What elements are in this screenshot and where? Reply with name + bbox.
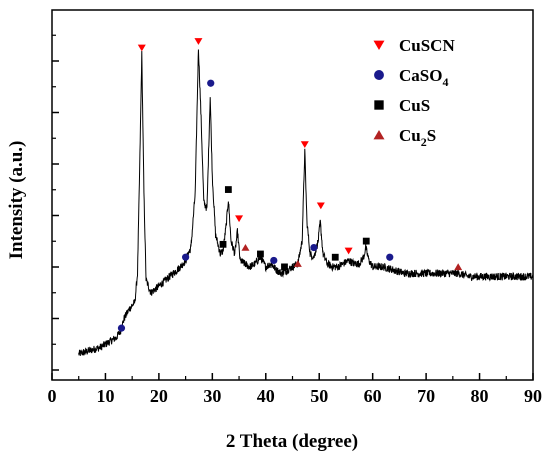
phase-marker-cus (257, 250, 264, 258)
phase-marker-cuscn (300, 141, 309, 149)
x-tick-label: 70 (417, 386, 435, 406)
axis-layer: 0 10 20 30 40 50 60 70 80 90 (48, 9, 542, 406)
phase-marker-caso4 (386, 253, 394, 261)
phase-marker-caso4 (207, 79, 215, 87)
legend-marker-cuscn (373, 40, 385, 50)
legend-label-caso4: CaSO4 (399, 66, 448, 89)
x-tick-label: 60 (364, 386, 382, 406)
phase-marker-cu2s (454, 263, 463, 271)
legend-label-cuscn: CuSCN (399, 36, 455, 55)
phase-marker-cuscn (137, 44, 146, 52)
legend-marker-cus (374, 100, 384, 110)
legend-marker-caso4 (374, 70, 384, 80)
legend-label-cu2s: Cu2S (399, 126, 436, 149)
phase-marker-cus (224, 186, 232, 193)
spectrum-layer (78, 49, 534, 356)
phase-marker-cu2s (293, 260, 302, 267)
phase-marker-caso4 (117, 324, 126, 332)
x-axis-label: 2 Theta (degree) (226, 431, 358, 452)
phase-marker-cus (281, 263, 288, 271)
x-tick-label: 10 (96, 386, 114, 406)
legend-label-cus: CuS (399, 96, 430, 115)
phase-marker-layer (117, 38, 463, 332)
x-tick-label: 0 (48, 386, 57, 406)
x-tick-label: 30 (203, 386, 221, 406)
phase-marker-cus (331, 253, 339, 261)
phase-marker-caso4 (310, 243, 318, 252)
x-tick-label: 20 (150, 386, 168, 406)
phase-marker-cuscn (344, 247, 353, 255)
phase-marker-cuscn (235, 215, 244, 223)
y-axis-label: Intensity (a.u.) (6, 141, 27, 260)
phase-marker-cus (219, 240, 227, 248)
legend: CuSCN CaSO4 CuS Cu2S (373, 36, 455, 149)
x-tick-label: 80 (471, 386, 489, 406)
plot-frame (51, 9, 534, 381)
x-tick-label: 40 (257, 386, 275, 406)
x-tick-label: 50 (310, 386, 328, 406)
legend-marker-cu2s (373, 130, 385, 140)
phase-marker-caso4 (270, 256, 278, 265)
phase-marker-cu2s (241, 243, 250, 251)
phase-marker-cuscn (194, 38, 203, 45)
phase-marker-caso4 (182, 253, 190, 261)
phase-marker-cuscn (316, 202, 325, 210)
phase-marker-cus (362, 237, 370, 245)
xrd-spectrum-line (78, 49, 534, 356)
x-tick-label: 90 (524, 386, 542, 406)
